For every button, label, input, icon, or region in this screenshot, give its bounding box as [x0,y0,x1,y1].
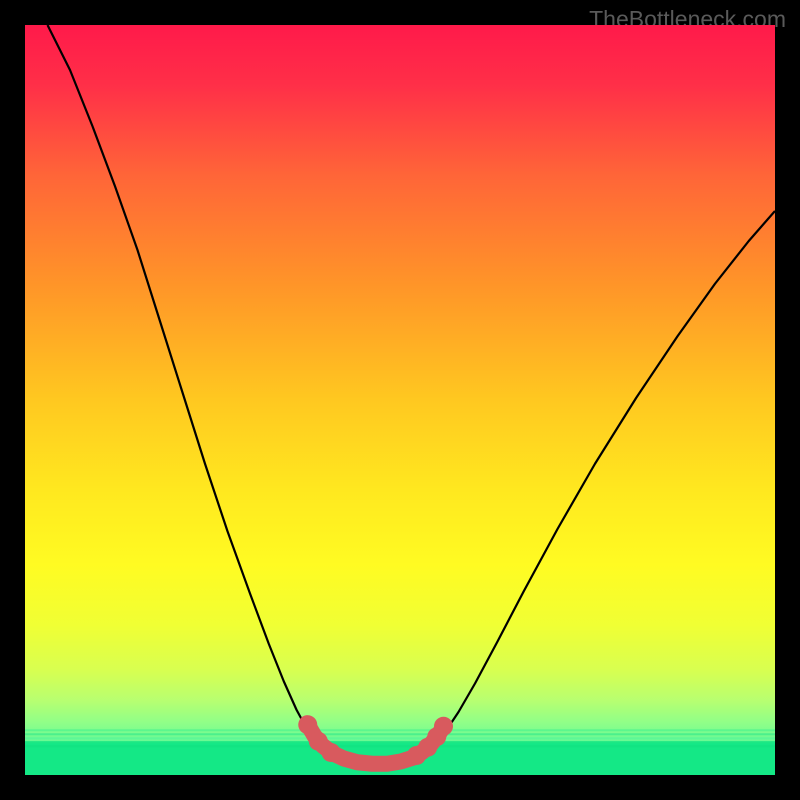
chart-svg [25,25,775,775]
bottleneck-chart [25,25,775,775]
